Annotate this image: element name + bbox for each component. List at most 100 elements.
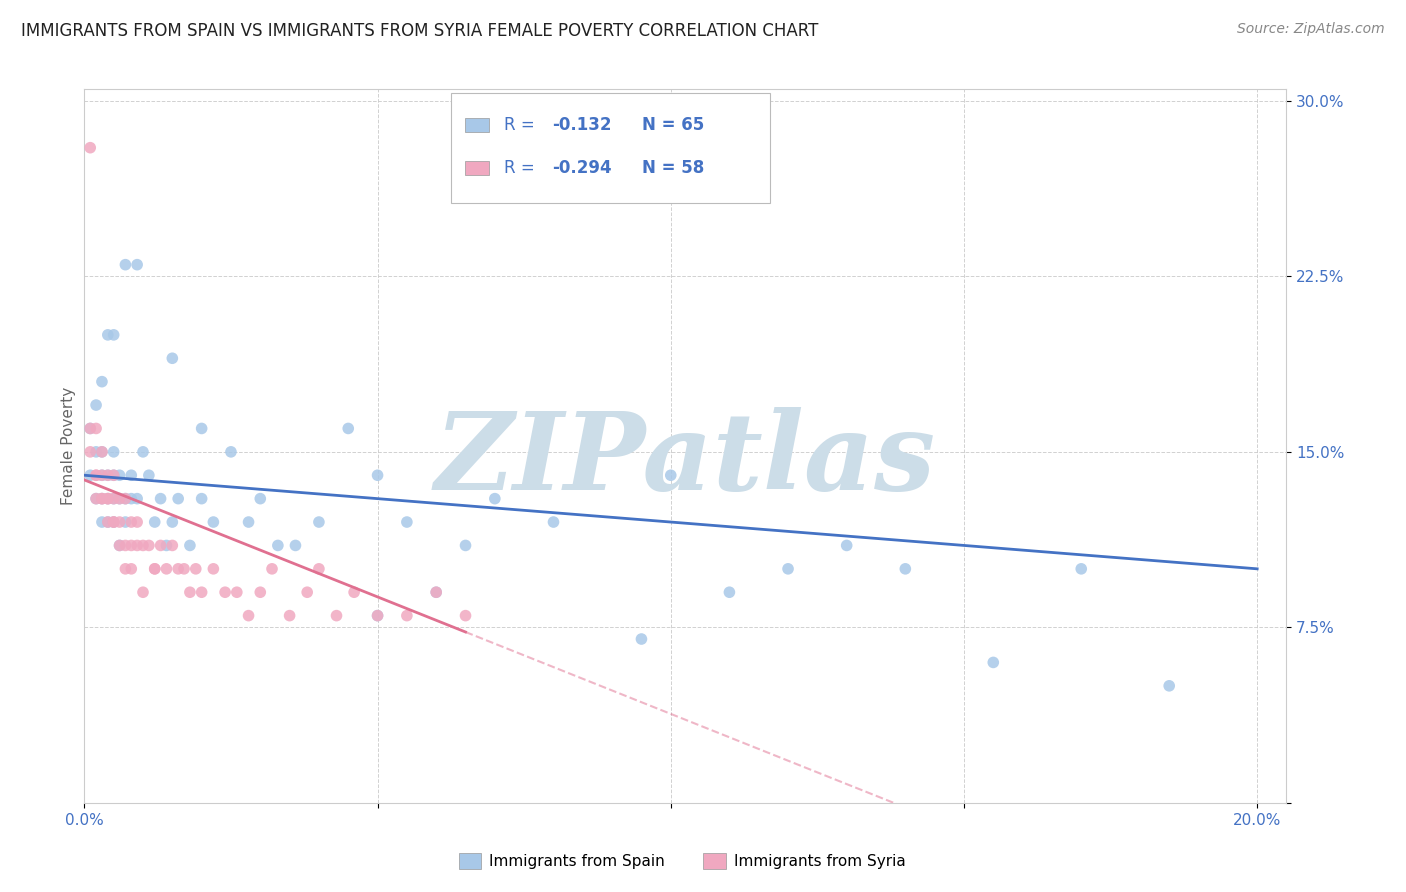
- Point: [97, 515, 120, 529]
- Point: [1159, 679, 1181, 693]
- Point: [343, 585, 366, 599]
- Point: [162, 538, 184, 552]
- Point: [543, 515, 565, 529]
- Point: [214, 585, 236, 599]
- Point: [484, 491, 506, 506]
- Point: [138, 538, 160, 552]
- Point: [108, 491, 131, 506]
- Point: [132, 445, 155, 459]
- FancyBboxPatch shape: [451, 93, 769, 203]
- Point: [108, 515, 131, 529]
- Point: [114, 258, 136, 272]
- Point: [179, 585, 201, 599]
- Text: R =: R =: [503, 116, 540, 134]
- Text: R =: R =: [503, 159, 540, 177]
- Point: [238, 515, 260, 529]
- Point: [454, 608, 477, 623]
- Point: [395, 608, 418, 623]
- Point: [238, 608, 260, 623]
- Point: [143, 562, 166, 576]
- Point: [143, 562, 166, 576]
- Point: [184, 562, 207, 576]
- Point: [143, 515, 166, 529]
- Point: [179, 538, 201, 552]
- Point: [202, 562, 225, 576]
- Point: [155, 562, 177, 576]
- Point: [120, 468, 142, 483]
- Point: [91, 375, 114, 389]
- Point: [167, 491, 190, 506]
- Point: [108, 538, 131, 552]
- Point: [127, 491, 149, 506]
- Point: [367, 468, 389, 483]
- Point: [776, 562, 799, 576]
- Point: [219, 445, 242, 459]
- Point: [103, 468, 125, 483]
- Point: [127, 258, 149, 272]
- Point: [114, 562, 136, 576]
- Text: N = 58: N = 58: [643, 159, 704, 177]
- Point: [103, 515, 125, 529]
- Point: [84, 468, 107, 483]
- Point: [367, 608, 389, 623]
- Point: [91, 491, 114, 506]
- Point: [894, 562, 917, 576]
- Point: [103, 491, 125, 506]
- Legend: Immigrants from Spain, Immigrants from Syria: Immigrants from Spain, Immigrants from S…: [453, 847, 911, 875]
- Point: [97, 468, 120, 483]
- Point: [103, 468, 125, 483]
- Point: [425, 585, 447, 599]
- Point: [91, 468, 114, 483]
- Point: [114, 491, 136, 506]
- Point: [162, 515, 184, 529]
- Point: [91, 491, 114, 506]
- Point: [835, 538, 858, 552]
- Text: -0.132: -0.132: [553, 116, 612, 134]
- Point: [91, 468, 114, 483]
- Point: [84, 468, 107, 483]
- Point: [97, 468, 120, 483]
- Point: [308, 515, 330, 529]
- Point: [190, 585, 212, 599]
- Point: [84, 421, 107, 435]
- Point: [225, 585, 247, 599]
- Point: [718, 585, 741, 599]
- Point: [120, 538, 142, 552]
- FancyBboxPatch shape: [465, 118, 489, 132]
- Point: [103, 445, 125, 459]
- Point: [97, 491, 120, 506]
- Point: [630, 632, 652, 646]
- Point: [395, 515, 418, 529]
- Point: [1070, 562, 1092, 576]
- Point: [190, 421, 212, 435]
- Point: [114, 538, 136, 552]
- Point: [284, 538, 307, 552]
- Point: [249, 585, 271, 599]
- Point: [108, 538, 131, 552]
- FancyBboxPatch shape: [465, 161, 489, 175]
- Point: [97, 491, 120, 506]
- Point: [97, 515, 120, 529]
- Point: [308, 562, 330, 576]
- Text: ZIPatlas: ZIPatlas: [434, 408, 936, 513]
- Point: [425, 585, 447, 599]
- Text: Source: ZipAtlas.com: Source: ZipAtlas.com: [1237, 22, 1385, 37]
- Point: [138, 468, 160, 483]
- Point: [84, 445, 107, 459]
- Point: [108, 491, 131, 506]
- Point: [97, 491, 120, 506]
- Point: [120, 515, 142, 529]
- Point: [84, 398, 107, 412]
- Point: [127, 538, 149, 552]
- Point: [132, 538, 155, 552]
- Point: [149, 538, 172, 552]
- Point: [155, 538, 177, 552]
- Point: [659, 468, 682, 483]
- Point: [267, 538, 290, 552]
- Point: [295, 585, 318, 599]
- Point: [325, 608, 347, 623]
- Point: [103, 515, 125, 529]
- Point: [132, 585, 155, 599]
- Point: [149, 491, 172, 506]
- Point: [91, 445, 114, 459]
